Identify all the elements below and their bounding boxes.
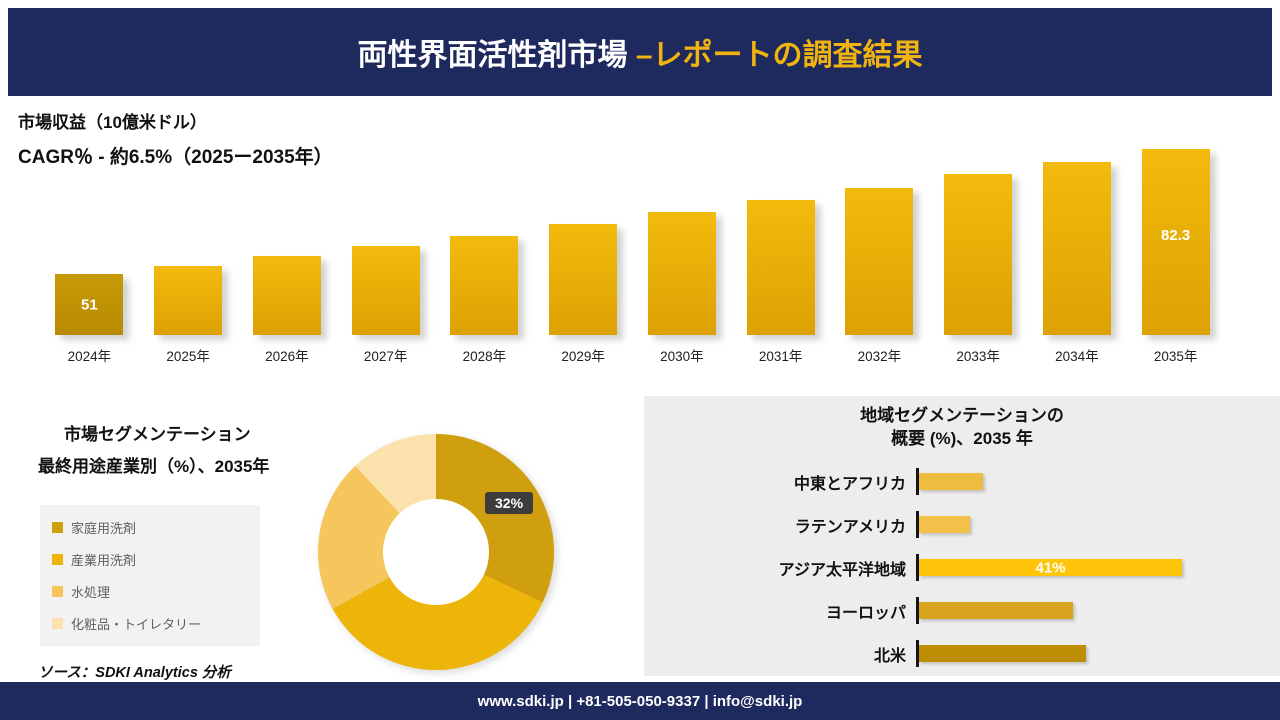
header-banner: 両性界面活性剤市場 –レポートの調査結果 bbox=[8, 8, 1272, 96]
revenue-bar-2025年 bbox=[154, 266, 223, 335]
revenue-bar-2030年 bbox=[647, 212, 716, 335]
revenue-bar-cell: 51 bbox=[40, 149, 139, 335]
revenue-bar-cell bbox=[1028, 149, 1127, 335]
legend-item-label: 化粧品・トイレタリー bbox=[71, 617, 202, 632]
page-title-accent: –レポートの調査結果 bbox=[635, 39, 923, 72]
year-tick-label: 2029年 bbox=[561, 349, 605, 364]
revenue-bar-cell bbox=[633, 149, 732, 335]
region-label: ヨーロッパ bbox=[825, 604, 906, 622]
footer-banner: www.sdki.jp | +81-505-050-9337 | info@sd… bbox=[0, 682, 1280, 720]
source-note: ソース：SDKI Analytics 分析 bbox=[38, 665, 231, 681]
segmentation-heading: 市場セグメンテーション bbox=[64, 425, 251, 444]
region-label: 中東とアフリカ bbox=[793, 475, 906, 493]
regional-bar-chart: 中東とアフリカ ラテンアメリカアジア太平洋地域 41% ヨーロッパ北米 bbox=[644, 468, 1280, 667]
revenue-bar-chart: 51 82.3 bbox=[40, 149, 1225, 335]
legend-item: 化粧品・トイレタリー bbox=[52, 614, 248, 633]
regional-panel: 地域セグメンテーションの 概要 (%)、2035 年 中東とアフリカ ラテンアメリ… bbox=[644, 396, 1280, 676]
legend-swatch-icon bbox=[52, 618, 63, 629]
legend-item-label: 産業用洗剤 bbox=[71, 553, 137, 568]
revenue-bar-cell bbox=[139, 149, 238, 335]
revenue-bar-2035年: 82.3 bbox=[1141, 149, 1210, 335]
segmentation-donut-chart bbox=[318, 434, 554, 670]
region-bar-track: 41% bbox=[916, 554, 1206, 581]
year-tick-label: 2031年 bbox=[758, 349, 803, 364]
revenue-bar-2024年: 51 bbox=[55, 274, 124, 335]
revenue-bar-2028年 bbox=[450, 236, 519, 335]
regional-bar-row: 中東とアフリカ bbox=[644, 468, 1280, 495]
legend-item: 家庭用洗剤 bbox=[52, 518, 248, 537]
revenue-unit-label: 市場収益（10億米ドル） bbox=[18, 113, 207, 132]
region-bar-data-label: 41% bbox=[1035, 559, 1066, 576]
year-tick-label: 2027年 bbox=[363, 349, 408, 364]
year-tick-label: 2034年 bbox=[1055, 349, 1099, 364]
legend-swatch-icon bbox=[52, 554, 63, 565]
donut-data-label: 32% bbox=[485, 492, 534, 514]
legend-item: 産業用洗剤 bbox=[52, 550, 248, 569]
legend-item-label: 家庭用洗剤 bbox=[71, 521, 137, 536]
revenue-bar-2034年 bbox=[1042, 162, 1111, 335]
revenue-bar-cell bbox=[435, 149, 534, 335]
legend-swatch-icon bbox=[52, 522, 63, 533]
revenue-bar-cell: 82.3 bbox=[1126, 149, 1225, 335]
regional-title-line2: 概要 (%)、2035 年 bbox=[891, 429, 1033, 448]
revenue-bar-cell bbox=[830, 149, 929, 335]
cagr-label: CAGR％ - 約6.5%（2025ー2035年） bbox=[18, 147, 333, 168]
revenue-bar-2031年 bbox=[746, 200, 815, 335]
bar-data-label-last: 82.3 bbox=[1161, 227, 1191, 244]
year-tick-label: 2030年 bbox=[660, 349, 704, 364]
revenue-bar-cell bbox=[929, 149, 1028, 335]
region-bar-track bbox=[916, 640, 1206, 667]
revenue-bar-2026年 bbox=[252, 256, 321, 335]
year-tick-label: 2025年 bbox=[166, 349, 210, 364]
page-title: 両性界面活性剤市場 –レポートの調査結果 bbox=[357, 30, 922, 74]
year-tick-label: 2033年 bbox=[956, 349, 1000, 364]
legend-swatch-icon bbox=[52, 586, 63, 597]
region-bar-track bbox=[916, 511, 1206, 538]
region-bar-4 bbox=[919, 645, 1086, 662]
segmentation-subheading: 最終用途産業別（%）、2035年 bbox=[38, 457, 270, 476]
year-tick-label: 2035年 bbox=[1153, 349, 1198, 364]
revenue-bar-2029年 bbox=[549, 224, 618, 335]
region-label: ラテンアメリカ bbox=[794, 518, 906, 536]
region-label: アジア太平洋地域 bbox=[778, 561, 906, 579]
regional-title: 地域セグメンテーションの 概要 (%)、2035 年 bbox=[644, 396, 1280, 450]
year-tick-label: 2032年 bbox=[857, 349, 902, 364]
legend-item-label: 水処理 bbox=[71, 585, 111, 600]
region-bar-track bbox=[916, 597, 1206, 624]
region-bar-track bbox=[916, 468, 1206, 495]
regional-bar-row: アジア太平洋地域 41% bbox=[644, 554, 1280, 581]
year-tick-label: 2028年 bbox=[462, 349, 507, 364]
region-bar-0 bbox=[919, 473, 983, 490]
regional-bar-row: ヨーロッパ bbox=[644, 597, 1280, 624]
legend-item: 水処理 bbox=[52, 582, 248, 601]
region-bar-2: 41% bbox=[919, 559, 1182, 576]
page-title-main: 両性界面活性剤市場 bbox=[357, 39, 636, 72]
year-tick-label: 2026年 bbox=[265, 349, 309, 364]
regional-bar-row: ラテンアメリカ bbox=[644, 511, 1280, 538]
revenue-bar-cell bbox=[731, 149, 830, 335]
revenue-bar-cell bbox=[336, 149, 435, 335]
revenue-year-axis: 2024年 2025年 2026年 2027年 2028年 2029年 2030年 2031年… bbox=[40, 345, 1225, 365]
year-tick-label: 2024年 bbox=[67, 349, 112, 364]
region-bar-3 bbox=[919, 602, 1073, 619]
region-bar-1 bbox=[919, 516, 970, 533]
segmentation-legend: 家庭用洗剤産業用洗剤水処理化粧品・トイレタリー bbox=[40, 505, 260, 646]
regional-title-line1: 地域セグメンテーションの bbox=[860, 406, 1064, 425]
revenue-bar-2027年 bbox=[351, 246, 420, 335]
bar-data-label-first: 51 bbox=[81, 296, 98, 313]
revenue-bar-cell bbox=[238, 149, 337, 335]
region-label: 北米 bbox=[873, 647, 906, 665]
footer-contact-text: www.sdki.jp | +81-505-050-9337 | info@sd… bbox=[477, 692, 803, 710]
revenue-bar-cell bbox=[534, 149, 633, 335]
regional-bar-row: 北米 bbox=[644, 640, 1280, 667]
revenue-bar-2032年 bbox=[845, 188, 914, 335]
revenue-bar-2033年 bbox=[944, 174, 1013, 335]
